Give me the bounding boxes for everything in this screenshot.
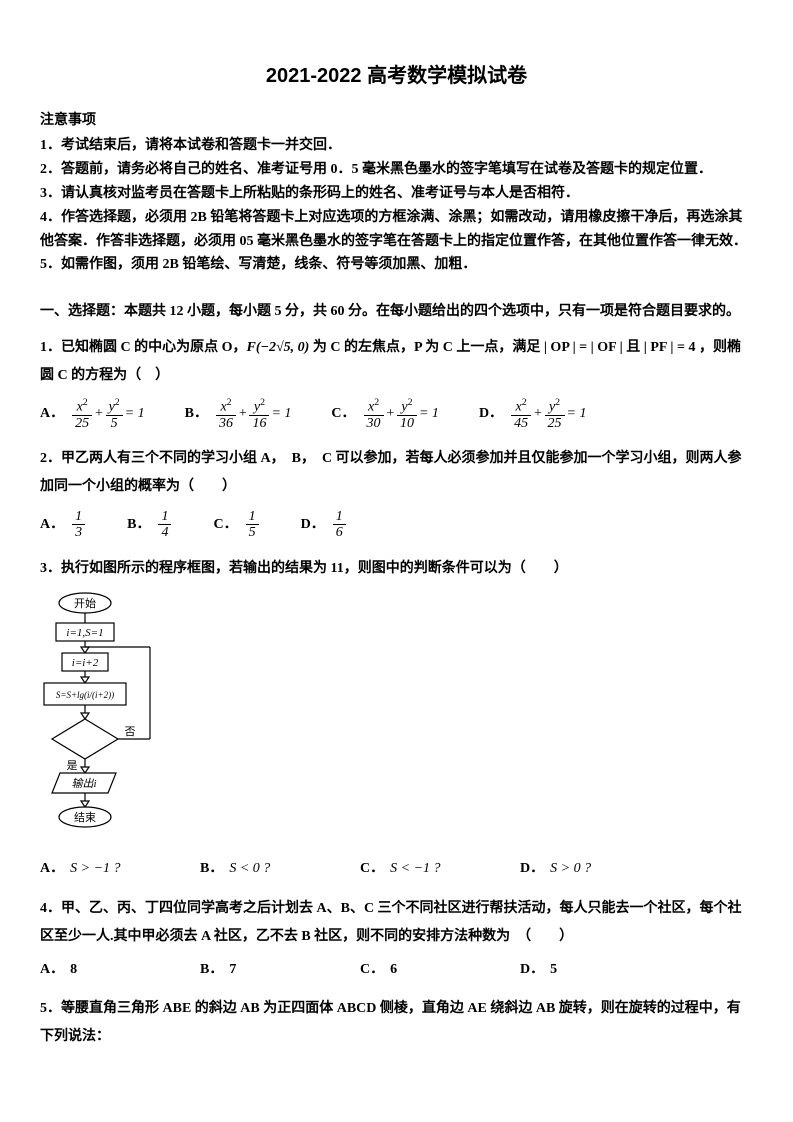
question-4: 4．甲、乙、丙、丁四位同学高考之后计划去 A、B、C 三个不同社区进行帮扶活动，… [40, 895, 753, 951]
flow-output: 输出i [71, 777, 96, 790]
option-text: 5 [550, 959, 557, 981]
q4-option-a: A．8 [40, 959, 200, 981]
q3-options: A．S > −1 ? B．S < 0 ? C．S < −1 ? D．S > 0 … [40, 858, 753, 880]
notice-item: 5．如需作图，须用 2B 铅笔绘、写清楚，线条、符号等须加黑、加粗． [40, 253, 753, 277]
flow-step1: i=i+2 [72, 657, 99, 669]
notice-heading: 注意事项 [40, 110, 753, 132]
option-label: B． [185, 403, 208, 425]
q1-focus: F(−2√5, 0) [247, 340, 310, 355]
option-text: S < −1 ? [390, 858, 440, 880]
notice-list: 1．考试结束后，请将本试卷和答题卡一并交回． 2．答题前，请务必将自己的姓名、准… [40, 134, 753, 277]
q3-text: 3．执行如图所示的程序框图，若输出的结果为 11，则图中的判断条件可以为（ ） [40, 561, 568, 576]
q2-option-c: C．15 [213, 509, 260, 541]
q2-options: A．13 B．14 C．15 D．16 [40, 509, 753, 541]
question-1: 1．已知椭圆 C 的中心为原点 O，F(−2√5, 0) 为 C 的左焦点，P … [40, 334, 753, 390]
q1-option-d: D． x245 + y225 = 1 [479, 398, 587, 431]
q2-text: 2．甲乙两人有三个不同的学习小组 A， B， C 可以参加，若每人必须参加并且仅… [40, 451, 742, 494]
q1-option-a: A． x225 + y25 = 1 [40, 398, 145, 431]
q2-option-d: D．16 [301, 509, 348, 541]
flow-init: i=1,S=1 [66, 627, 103, 639]
q4-option-b: B．7 [200, 959, 360, 981]
q4-text: 4．甲、乙、丙、丁四位同学高考之后计划去 A、B、C 三个不同社区进行帮扶活动，… [40, 901, 742, 944]
q4-option-c: C．6 [360, 959, 520, 981]
section-heading: 一、选择题：本题共 12 小题，每小题 5 分，共 60 分。在每小题给出的四个… [40, 301, 753, 323]
flowchart-diagram: 开始 i=1,S=1 i=i+2 S=S+lg(i/(i+2)) 否 [40, 591, 753, 844]
q2-option-b: B．14 [127, 509, 173, 541]
flow-step2: S=S+lg(i/(i+2)) [56, 690, 114, 700]
option-text: S < 0 ? [229, 858, 270, 880]
frac-den: 5 [106, 416, 123, 431]
flow-yes-label: 是 [67, 759, 78, 772]
option-text: S > −1 ? [70, 858, 120, 880]
q1-options: A． x225 + y25 = 1 B． x236 + y216 = 1 C． … [40, 398, 753, 431]
flow-end: 结束 [74, 811, 96, 824]
question-3: 3．执行如图所示的程序框图，若输出的结果为 11，则图中的判断条件可以为（ ） [40, 555, 753, 583]
option-label: A． [40, 403, 64, 425]
q3-option-a: A．S > −1 ? [40, 858, 200, 880]
q4-option-d: D．5 [520, 959, 680, 981]
question-5: 5．等腰直角三角形 ABE 的斜边 AB 为正四面体 ABCD 侧棱，直角边 A… [40, 995, 753, 1051]
option-text: 7 [229, 959, 236, 981]
frac-den: 4 [158, 525, 171, 540]
option-label: D． [479, 403, 503, 425]
frac-den: 36 [216, 416, 236, 431]
frac-den: 30 [364, 416, 384, 431]
frac-den: 25 [545, 416, 565, 431]
option-text: 8 [70, 959, 77, 981]
page-title: 2021-2022 高考数学模拟试卷 [40, 60, 753, 92]
option-label: C． [331, 403, 355, 425]
notice-item: 1．考试结束后，请将本试卷和答题卡一并交回． [40, 134, 753, 158]
notice-item: 2．答题前，请务必将自己的姓名、准考证号用 0．5 毫米黑色墨水的签字笔填写在试… [40, 158, 753, 182]
question-2: 2．甲乙两人有三个不同的学习小组 A， B， C 可以参加，若每人必须参加并且仅… [40, 445, 753, 501]
frac-den: 5 [246, 525, 259, 540]
frac-den: 3 [72, 525, 85, 540]
q1-text-pre: 1．已知椭圆 C 的中心为原点 O， [40, 340, 247, 355]
option-text: S > 0 ? [550, 858, 591, 880]
q2-option-a: A．13 [40, 509, 87, 541]
notice-item: 4．作答选择题，必须用 2B 铅笔将答题卡上对应选项的方框涂满、涂黑；如需改动，… [40, 206, 753, 254]
frac-den: 45 [511, 416, 531, 431]
notice-item: 3．请认真核对监考员在答题卡上所粘贴的条形码上的姓名、准考证号与本人是否相符． [40, 182, 753, 206]
q1-option-c: C． x230 + y210 = 1 [331, 398, 439, 431]
frac-den: 6 [333, 525, 346, 540]
frac-den: 25 [72, 416, 92, 431]
q3-option-b: B．S < 0 ? [200, 858, 360, 880]
flow-start: 开始 [74, 596, 96, 610]
q5-text: 5．等腰直角三角形 ABE 的斜边 AB 为正四面体 ABCD 侧棱，直角边 A… [40, 1001, 741, 1044]
frac-den: 16 [249, 416, 269, 431]
q4-options: A．8 B．7 C．6 D．5 [40, 959, 753, 981]
q1-option-b: B． x236 + y216 = 1 [185, 398, 292, 431]
q3-option-c: C．S < −1 ? [360, 858, 520, 880]
flow-no-label: 否 [125, 726, 136, 738]
option-text: 6 [390, 959, 397, 981]
q3-option-d: D．S > 0 ? [520, 858, 680, 880]
frac-den: 10 [397, 416, 417, 431]
